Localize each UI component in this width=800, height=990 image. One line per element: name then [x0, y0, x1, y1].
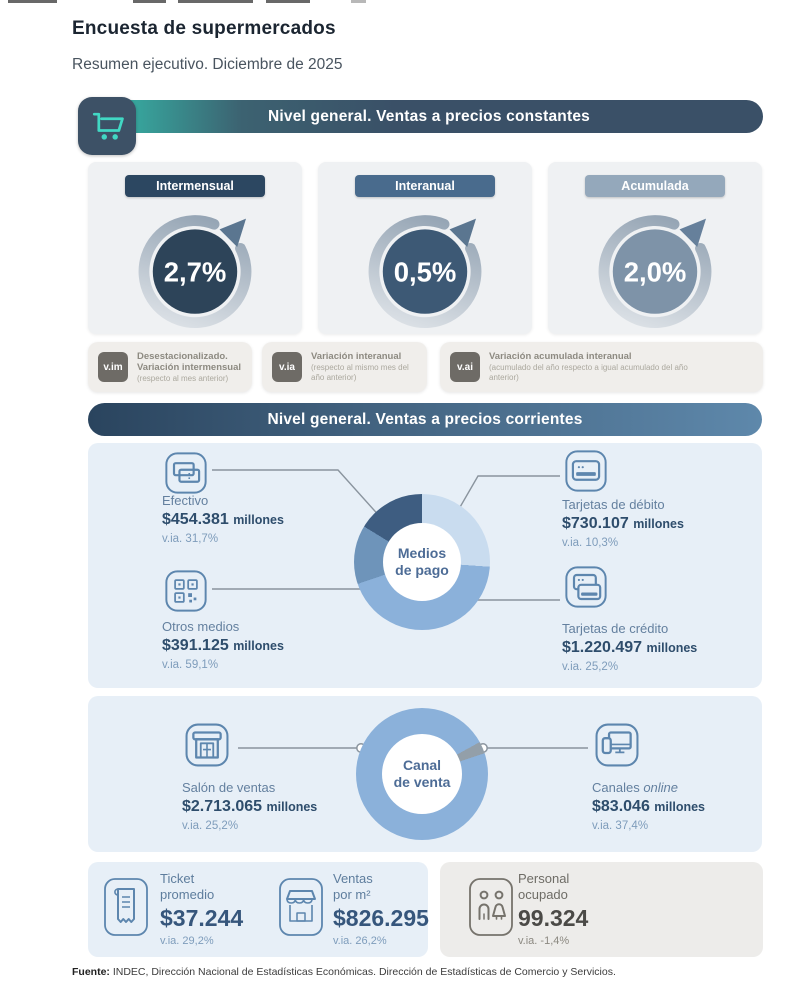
legend-title: Variación acumulada interanual	[489, 351, 632, 363]
legend-note: (acumulado del año respecto a igual acum…	[489, 362, 688, 382]
medios-item-credito: Tarjetas de crédito $1.220.497 millones …	[562, 621, 698, 673]
via-badge: v.ia	[272, 352, 302, 382]
page-title: Encuesta de supermercados	[72, 18, 336, 39]
canal-de-venta-card: Canal de venta Salón de ventas $2.713.06…	[88, 696, 762, 852]
qr-code-icon	[162, 567, 210, 615]
gauge-arrowhead	[449, 218, 477, 247]
vim-badge: v.im	[98, 352, 128, 382]
gauge-intermensual: 2,7%	[138, 214, 252, 328]
medios-item-efectivo: Efectivo $454.381 millones v.ia. 31,7%	[162, 493, 284, 545]
stats-card-blue: Ticket promedio $37.244 v.ia. 29,2% Vent…	[88, 862, 429, 957]
page-subtitle: Resumen ejecutivo. Diciembre de 2025	[72, 56, 343, 73]
page-edge-artifact	[266, 0, 310, 3]
section-header-label: Nivel general. Ventas a precios constant…	[268, 107, 590, 125]
canal-donut-chart: Canal de venta	[356, 708, 488, 840]
legend-vai: v.ai Variación acumulada interanual (acu…	[440, 342, 763, 392]
gauge-card-intermensual: Intermensual 2,7%	[88, 162, 302, 334]
section-header-label: Nivel general. Ventas a precios corrient…	[267, 410, 583, 428]
shopping-cart-icon	[78, 97, 136, 155]
gauge-pill-label: Intermensual	[125, 175, 265, 197]
section-header-corrientes: Nivel general. Ventas a precios corrient…	[88, 403, 762, 436]
storefront-icon	[182, 720, 230, 768]
medios-de-pago-card: Medios de pago Efectivo $454.381 millone…	[88, 443, 762, 688]
gauge-value: 0,5%	[394, 256, 457, 287]
legend-note: (respecto al mes anterior)	[137, 373, 229, 383]
credit-cards-icon	[562, 563, 610, 611]
medios-donut-center: Medios de pago	[383, 523, 461, 601]
legend-title: Variación interanual	[311, 351, 402, 363]
online-devices-icon	[592, 720, 640, 768]
stats-card-personal: Personal ocupado 99.324 v.ia. -1,4%	[440, 862, 763, 957]
gauge-arrowhead	[679, 218, 707, 247]
legend-title: Variación intermensual	[137, 362, 242, 373]
gauge-pill-label: Acumulada	[585, 175, 725, 197]
page-edge-artifact	[133, 0, 166, 3]
legend-note: (respecto al mismo mes del año anterior)	[311, 362, 409, 382]
cash-icon	[162, 449, 210, 497]
gauge-interanual: 0,5%	[368, 214, 482, 328]
page-edge-artifact	[351, 0, 366, 3]
stat-ventas-por-m2: Ventas por m² $826.295 v.ia. 26,2%	[333, 871, 429, 947]
stat-personal-ocupado: Personal ocupado 99.324 v.ia. -1,4%	[518, 871, 589, 947]
medios-item-debito: Tarjetas de débito $730.107 millones v.i…	[562, 497, 684, 549]
store-awning-icon	[278, 875, 324, 939]
people-icon	[468, 875, 514, 939]
stat-ticket-promedio: Ticket promedio $37.244 v.ia. 29,2%	[160, 871, 244, 947]
gauge-card-acumulada: Acumulada 2,0%	[548, 162, 762, 334]
gauge-value: 2,7%	[164, 256, 227, 287]
source-note: Fuente: INDEC, Dirección Nacional de Est…	[72, 966, 616, 978]
canal-item-salon: Salón de ventas $2.713.065 millones v.ia…	[182, 780, 318, 832]
canal-donut-center: Canal de venta	[382, 734, 462, 814]
page-edge-artifact	[178, 0, 253, 3]
section-header-constantes: Nivel general. Ventas a precios constant…	[95, 100, 763, 133]
legend-vim: v.im Desestacionalizado. Variación inter…	[88, 342, 252, 392]
page-edge-artifact	[8, 0, 57, 3]
cart-glyph	[92, 112, 124, 140]
receipt-icon	[103, 875, 149, 939]
gauge-card-interanual: Interanual 0,5%	[318, 162, 532, 334]
gauge-pill-label: Interanual	[355, 175, 495, 197]
medios-donut-chart: Medios de pago	[354, 494, 490, 630]
legend-via: v.ia Variación interanual (respecto al m…	[262, 342, 427, 392]
legend-title: Desestacionalizado.	[137, 350, 228, 362]
vai-badge: v.ai	[450, 352, 480, 382]
medios-item-otros: Otros medios $391.125 millones v.ia. 59,…	[162, 619, 284, 671]
gauge-acumulada: 2,0%	[598, 214, 712, 328]
gauge-value: 2,0%	[624, 256, 687, 287]
canal-item-online: Canales online $83.046 millones v.ia. 37…	[592, 780, 706, 832]
debit-card-icon	[562, 447, 610, 495]
